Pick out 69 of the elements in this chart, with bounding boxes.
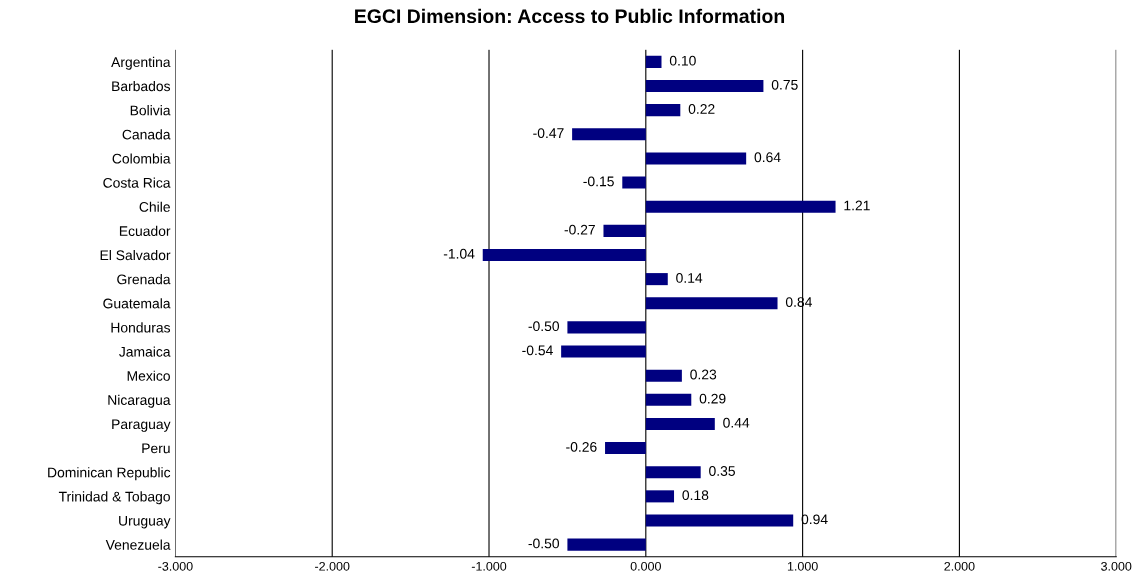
chart-title: EGCI Dimension: Access to Public Information — [355, 8, 785, 24]
bar — [645, 79, 764, 93]
y-tick-label: Peru — [142, 443, 170, 454]
y-tick-label: Venezuela — [105, 539, 171, 550]
bar — [645, 369, 682, 382]
data-label: 0.10 — [669, 55, 696, 66]
data-label: -0.15 — [583, 176, 614, 187]
y-tick-label: Uruguay — [119, 515, 171, 529]
bar — [645, 490, 675, 503]
bar — [645, 200, 836, 213]
bar — [622, 176, 646, 189]
data-label: 0.75 — [771, 79, 798, 90]
y-tick-label: El Salvador — [100, 249, 171, 261]
bar — [645, 55, 662, 68]
data-label: 1.21 — [844, 200, 870, 211]
y-tick-label: Argentina — [111, 56, 171, 70]
data-label: -1.04 — [443, 248, 475, 259]
bar — [482, 248, 646, 262]
bar — [567, 321, 646, 334]
data-label: -0.54 — [522, 345, 553, 356]
y-tick-label: Grenada — [117, 274, 171, 285]
data-label: 0.18 — [682, 490, 709, 501]
bar — [603, 224, 646, 237]
data-label: -0.47 — [533, 128, 564, 139]
y-tick-label: Mexico — [127, 370, 170, 381]
y-tick-label: Dominican Republic — [48, 467, 171, 481]
y-tick-label: Barbados — [112, 80, 171, 92]
data-label: -0.27 — [564, 224, 595, 235]
data-label: 0.23 — [690, 369, 717, 380]
y-tick-label: Nicaragua — [108, 394, 171, 408]
y-tick-label: Trinidad & Tobago — [58, 491, 170, 505]
y-tick-label: Ecuador — [119, 225, 171, 237]
data-label: -0.50 — [528, 321, 560, 332]
data-label: 0.35 — [709, 466, 735, 476]
bar — [605, 442, 646, 455]
y-tick-label: Canada — [122, 129, 171, 140]
data-label: -0.50 — [528, 538, 560, 549]
bar — [645, 393, 692, 406]
bar — [645, 417, 715, 430]
y-tick-label: Paraguay — [112, 419, 171, 432]
bar — [645, 297, 778, 310]
bar — [645, 152, 747, 165]
data-label: 0.22 — [688, 104, 715, 114]
bar — [645, 514, 794, 527]
x-tick-label: -3.000 — [158, 561, 193, 571]
y-tick-label: Guatemala — [103, 298, 171, 309]
x-tick-label: 2.000 — [944, 561, 975, 571]
bar — [561, 345, 646, 358]
x-tick-label: -1.000 — [471, 561, 507, 571]
data-label: 0.44 — [723, 417, 750, 428]
y-tick-label: Bolivia — [130, 105, 171, 116]
y-tick-label: Costa Rica — [103, 177, 171, 188]
bar — [572, 128, 646, 141]
data-label: 0.64 — [754, 152, 781, 163]
x-tick-label: 3.000 — [1101, 561, 1132, 571]
bar — [645, 466, 701, 479]
y-tick-label: Honduras — [111, 322, 171, 333]
y-tick-label: Chile — [139, 201, 170, 212]
bar — [567, 538, 646, 551]
y-tick-label: Jamaica — [119, 346, 171, 357]
bar — [645, 273, 668, 286]
y-tick-label: Colombia — [112, 153, 171, 164]
data-label: 0.14 — [676, 273, 703, 283]
x-tick-label: 0.000 — [630, 561, 661, 571]
data-label: -0.26 — [566, 441, 597, 452]
data-label: 0.29 — [699, 393, 726, 404]
x-tick-label: -2.000 — [315, 561, 350, 571]
bar — [645, 104, 681, 117]
x-tick-label: 1.000 — [787, 561, 818, 571]
